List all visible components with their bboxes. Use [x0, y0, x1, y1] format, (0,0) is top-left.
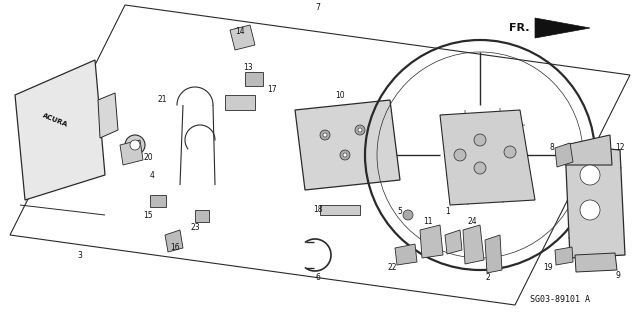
Text: 21: 21 — [157, 95, 167, 105]
Polygon shape — [445, 230, 462, 254]
Polygon shape — [565, 135, 612, 165]
Bar — [320, 205, 360, 215]
Polygon shape — [165, 230, 183, 252]
Polygon shape — [565, 145, 625, 258]
Text: 7: 7 — [316, 4, 321, 12]
Circle shape — [130, 140, 140, 150]
Text: 2: 2 — [486, 273, 490, 283]
Text: FR.: FR. — [509, 23, 530, 33]
Bar — [150, 195, 166, 207]
Text: 9: 9 — [616, 271, 620, 279]
Polygon shape — [555, 143, 573, 167]
Text: 4: 4 — [150, 170, 154, 180]
Text: 14: 14 — [235, 27, 245, 36]
Bar — [225, 95, 255, 110]
Bar — [195, 210, 209, 222]
Text: 24: 24 — [467, 218, 477, 226]
Text: 8: 8 — [550, 144, 554, 152]
Text: 19: 19 — [543, 263, 553, 272]
Circle shape — [355, 125, 365, 135]
Polygon shape — [463, 225, 484, 264]
Circle shape — [580, 200, 600, 220]
Text: 6: 6 — [316, 273, 321, 283]
Circle shape — [454, 149, 466, 161]
Text: ACURA: ACURA — [42, 112, 68, 128]
Polygon shape — [420, 225, 443, 258]
Text: 16: 16 — [170, 243, 180, 253]
Polygon shape — [98, 93, 118, 138]
Bar — [245, 72, 263, 86]
Circle shape — [125, 135, 145, 155]
Text: 20: 20 — [143, 153, 153, 162]
Polygon shape — [575, 253, 617, 272]
Polygon shape — [535, 18, 590, 38]
Text: SG03-89101 A: SG03-89101 A — [530, 295, 590, 305]
Polygon shape — [15, 60, 105, 200]
Polygon shape — [485, 235, 502, 273]
Text: 15: 15 — [143, 211, 153, 219]
Circle shape — [474, 162, 486, 174]
Text: 18: 18 — [313, 205, 323, 214]
Polygon shape — [120, 140, 143, 165]
Text: 11: 11 — [423, 218, 433, 226]
Text: 1: 1 — [445, 207, 451, 217]
Text: 10: 10 — [335, 92, 345, 100]
Polygon shape — [395, 244, 417, 265]
Polygon shape — [555, 247, 573, 265]
Circle shape — [343, 153, 347, 157]
Text: 5: 5 — [397, 207, 403, 217]
Circle shape — [580, 165, 600, 185]
Circle shape — [358, 128, 362, 132]
Text: 17: 17 — [267, 85, 277, 94]
Circle shape — [474, 134, 486, 146]
Text: 13: 13 — [243, 63, 253, 72]
Polygon shape — [230, 25, 255, 50]
Polygon shape — [295, 100, 400, 190]
Circle shape — [320, 130, 330, 140]
Text: 3: 3 — [77, 250, 83, 259]
Text: 22: 22 — [387, 263, 397, 272]
Circle shape — [403, 210, 413, 220]
Circle shape — [323, 133, 327, 137]
Polygon shape — [440, 110, 535, 205]
Text: 23: 23 — [190, 224, 200, 233]
Text: 12: 12 — [615, 144, 625, 152]
Circle shape — [504, 146, 516, 158]
Circle shape — [340, 150, 350, 160]
